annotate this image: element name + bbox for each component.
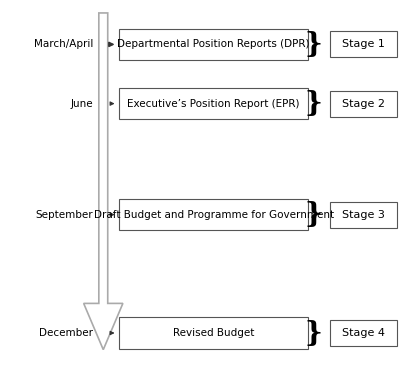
FancyBboxPatch shape (330, 202, 397, 228)
FancyBboxPatch shape (330, 91, 397, 117)
FancyBboxPatch shape (330, 31, 397, 57)
Text: Stage 3: Stage 3 (342, 209, 385, 220)
FancyBboxPatch shape (119, 317, 308, 349)
Text: }: } (305, 31, 323, 58)
Text: June: June (70, 98, 93, 109)
Text: Stage 2: Stage 2 (342, 98, 385, 109)
Text: Revised Budget: Revised Budget (173, 328, 254, 338)
Text: Executive’s Position Report (EPR): Executive’s Position Report (EPR) (128, 98, 300, 109)
Text: December: December (39, 328, 93, 338)
FancyBboxPatch shape (119, 88, 308, 119)
Text: Stage 4: Stage 4 (342, 328, 385, 338)
FancyBboxPatch shape (330, 320, 397, 346)
Text: }: } (305, 320, 323, 346)
Text: }: } (305, 201, 323, 228)
Text: March/April: March/April (34, 39, 93, 50)
Polygon shape (84, 13, 123, 350)
FancyBboxPatch shape (119, 29, 308, 60)
Text: Stage 1: Stage 1 (342, 39, 385, 50)
FancyBboxPatch shape (119, 199, 308, 230)
Text: September: September (36, 209, 93, 220)
Text: Departmental Position Reports (DPR): Departmental Position Reports (DPR) (117, 39, 310, 50)
Text: Draft Budget and Programme for Government: Draft Budget and Programme for Governmen… (94, 209, 334, 220)
Text: }: } (305, 90, 323, 117)
